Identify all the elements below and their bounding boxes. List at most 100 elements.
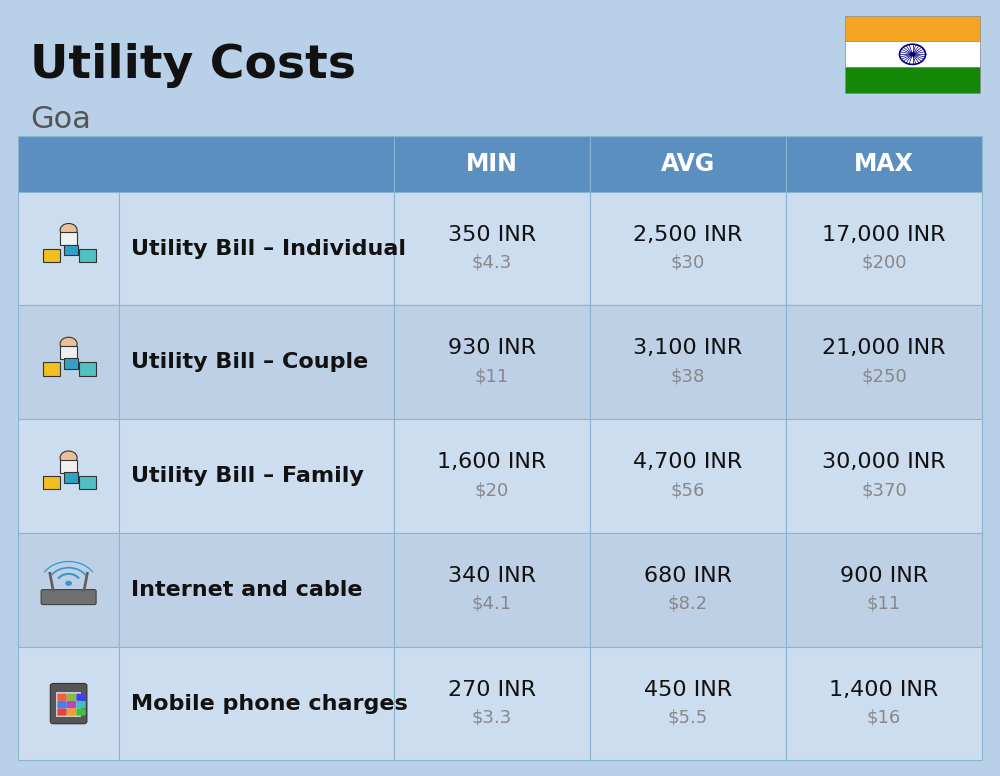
Text: AVG: AVG bbox=[661, 152, 715, 175]
Text: 930 INR: 930 INR bbox=[448, 338, 536, 359]
Text: $16: $16 bbox=[867, 708, 901, 726]
Text: $38: $38 bbox=[671, 367, 705, 385]
Text: $56: $56 bbox=[671, 481, 705, 499]
FancyBboxPatch shape bbox=[119, 533, 394, 646]
Text: 680 INR: 680 INR bbox=[644, 566, 732, 586]
FancyBboxPatch shape bbox=[43, 248, 60, 262]
FancyBboxPatch shape bbox=[394, 306, 590, 419]
FancyBboxPatch shape bbox=[119, 419, 394, 533]
FancyBboxPatch shape bbox=[60, 346, 77, 359]
FancyBboxPatch shape bbox=[41, 590, 96, 605]
FancyBboxPatch shape bbox=[67, 701, 76, 708]
FancyBboxPatch shape bbox=[786, 192, 982, 306]
Circle shape bbox=[910, 53, 914, 56]
FancyBboxPatch shape bbox=[786, 646, 982, 760]
FancyBboxPatch shape bbox=[845, 16, 980, 41]
FancyBboxPatch shape bbox=[79, 476, 96, 490]
Circle shape bbox=[60, 338, 77, 351]
Text: 900 INR: 900 INR bbox=[840, 566, 928, 586]
Circle shape bbox=[60, 451, 77, 464]
FancyBboxPatch shape bbox=[43, 476, 60, 490]
FancyBboxPatch shape bbox=[119, 646, 394, 760]
FancyBboxPatch shape bbox=[57, 701, 67, 708]
Text: $370: $370 bbox=[861, 481, 907, 499]
FancyBboxPatch shape bbox=[60, 232, 77, 245]
Text: 350 INR: 350 INR bbox=[448, 224, 536, 244]
FancyBboxPatch shape bbox=[394, 136, 590, 192]
FancyBboxPatch shape bbox=[76, 694, 86, 701]
Text: $4.1: $4.1 bbox=[472, 595, 512, 613]
FancyBboxPatch shape bbox=[394, 646, 590, 760]
Text: Utility Bill – Family: Utility Bill – Family bbox=[131, 466, 364, 486]
Text: MIN: MIN bbox=[466, 152, 518, 175]
FancyBboxPatch shape bbox=[590, 306, 786, 419]
FancyBboxPatch shape bbox=[786, 533, 982, 646]
FancyBboxPatch shape bbox=[786, 419, 982, 533]
FancyBboxPatch shape bbox=[845, 41, 980, 68]
FancyBboxPatch shape bbox=[57, 708, 67, 715]
FancyBboxPatch shape bbox=[119, 306, 394, 419]
FancyBboxPatch shape bbox=[18, 306, 119, 419]
FancyBboxPatch shape bbox=[79, 248, 96, 262]
FancyBboxPatch shape bbox=[64, 359, 78, 369]
FancyBboxPatch shape bbox=[786, 136, 982, 192]
Text: $11: $11 bbox=[867, 595, 901, 613]
FancyBboxPatch shape bbox=[56, 691, 81, 717]
FancyBboxPatch shape bbox=[50, 684, 87, 724]
FancyBboxPatch shape bbox=[43, 362, 60, 376]
Text: $4.3: $4.3 bbox=[472, 254, 512, 272]
Text: Utility Costs: Utility Costs bbox=[30, 43, 356, 88]
Text: Internet and cable: Internet and cable bbox=[131, 580, 363, 600]
Text: $11: $11 bbox=[475, 367, 509, 385]
FancyBboxPatch shape bbox=[76, 701, 86, 708]
FancyBboxPatch shape bbox=[845, 68, 980, 93]
FancyBboxPatch shape bbox=[76, 708, 86, 715]
Text: $200: $200 bbox=[861, 254, 907, 272]
Circle shape bbox=[65, 580, 72, 586]
Text: 30,000 INR: 30,000 INR bbox=[822, 452, 946, 472]
FancyBboxPatch shape bbox=[590, 646, 786, 760]
Circle shape bbox=[60, 223, 77, 237]
FancyBboxPatch shape bbox=[18, 136, 394, 192]
Text: 17,000 INR: 17,000 INR bbox=[822, 224, 946, 244]
FancyBboxPatch shape bbox=[18, 419, 119, 533]
FancyBboxPatch shape bbox=[18, 646, 119, 760]
FancyBboxPatch shape bbox=[64, 244, 78, 255]
FancyBboxPatch shape bbox=[57, 694, 67, 701]
FancyBboxPatch shape bbox=[590, 136, 786, 192]
FancyBboxPatch shape bbox=[60, 459, 77, 473]
Text: $5.5: $5.5 bbox=[668, 708, 708, 726]
Text: 1,600 INR: 1,600 INR bbox=[437, 452, 547, 472]
Text: Mobile phone charges: Mobile phone charges bbox=[131, 694, 408, 714]
FancyBboxPatch shape bbox=[119, 192, 394, 306]
Text: 4,700 INR: 4,700 INR bbox=[633, 452, 743, 472]
Text: Utility Bill – Couple: Utility Bill – Couple bbox=[131, 352, 368, 372]
Text: 340 INR: 340 INR bbox=[448, 566, 536, 586]
Text: $20: $20 bbox=[475, 481, 509, 499]
Text: 2,500 INR: 2,500 INR bbox=[633, 224, 743, 244]
Text: $8.2: $8.2 bbox=[668, 595, 708, 613]
Text: 3,100 INR: 3,100 INR bbox=[633, 338, 743, 359]
FancyBboxPatch shape bbox=[394, 533, 590, 646]
FancyBboxPatch shape bbox=[590, 192, 786, 306]
Text: $250: $250 bbox=[861, 367, 907, 385]
Text: $30: $30 bbox=[671, 254, 705, 272]
FancyBboxPatch shape bbox=[64, 472, 78, 483]
Text: Utility Bill – Individual: Utility Bill – Individual bbox=[131, 238, 406, 258]
FancyBboxPatch shape bbox=[786, 306, 982, 419]
Text: 1,400 INR: 1,400 INR bbox=[829, 680, 939, 700]
FancyBboxPatch shape bbox=[67, 708, 76, 715]
Text: Goa: Goa bbox=[30, 105, 91, 133]
FancyBboxPatch shape bbox=[18, 533, 119, 646]
Text: $3.3: $3.3 bbox=[472, 708, 512, 726]
FancyBboxPatch shape bbox=[394, 192, 590, 306]
FancyBboxPatch shape bbox=[394, 419, 590, 533]
Text: 21,000 INR: 21,000 INR bbox=[822, 338, 946, 359]
FancyBboxPatch shape bbox=[79, 362, 96, 376]
Text: MAX: MAX bbox=[854, 152, 914, 175]
Text: 450 INR: 450 INR bbox=[644, 680, 732, 700]
FancyBboxPatch shape bbox=[590, 533, 786, 646]
Text: 270 INR: 270 INR bbox=[448, 680, 536, 700]
FancyBboxPatch shape bbox=[590, 419, 786, 533]
FancyBboxPatch shape bbox=[18, 192, 119, 306]
